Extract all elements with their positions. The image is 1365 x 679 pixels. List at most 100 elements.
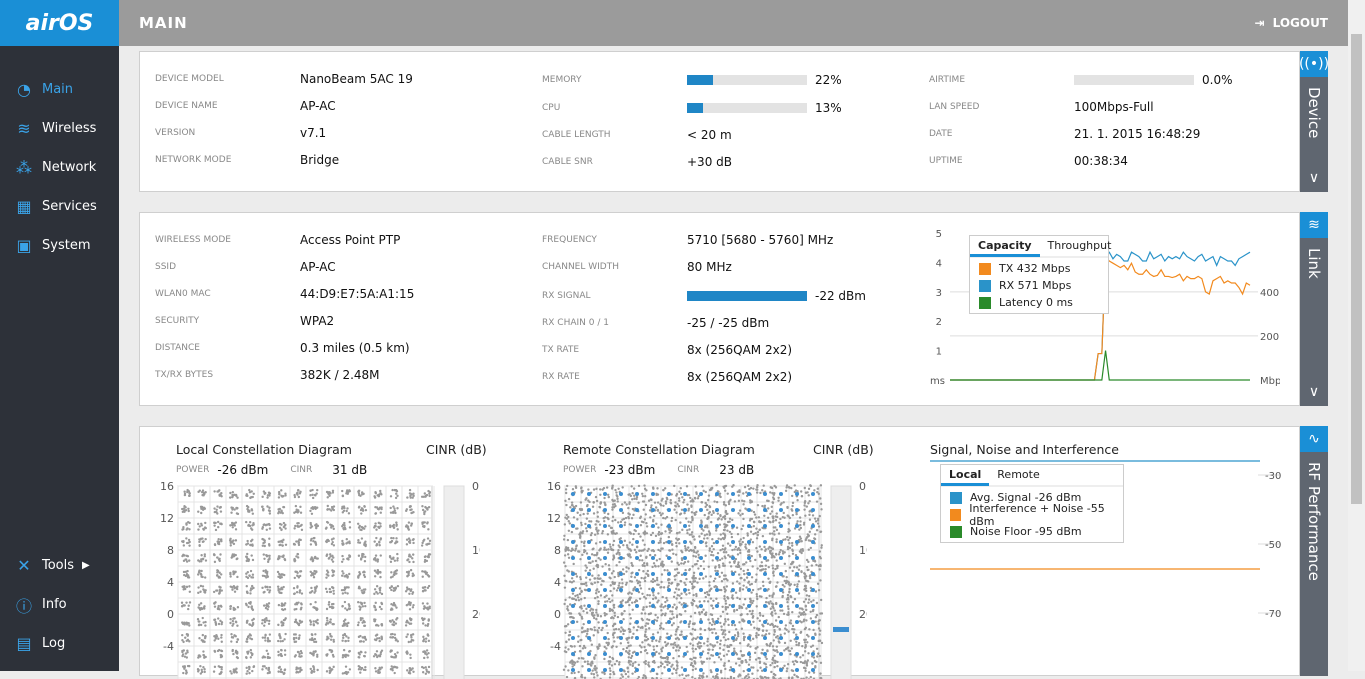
sidebar-item-main[interactable]: ◔Main bbox=[0, 70, 119, 109]
cinr-title: CINR (dB) bbox=[813, 442, 874, 457]
tab-throughput[interactable]: Throughput bbox=[1040, 235, 1120, 257]
header: MAIN ⇥LOGOUT bbox=[119, 0, 1348, 46]
wifi-icon: ≋ bbox=[14, 119, 34, 138]
left-axis-label: ms bbox=[930, 376, 945, 387]
y-tick: 4 bbox=[167, 576, 174, 589]
legend-swatch bbox=[950, 492, 962, 504]
link-field: RX CHAIN 0 / 1-25 / -25 dBm bbox=[542, 313, 769, 333]
sidebar-item-wireless[interactable]: ≋Wireless bbox=[0, 109, 119, 148]
tools-icon: ✕ bbox=[14, 556, 34, 575]
y-tick-left: 2 bbox=[936, 317, 942, 328]
rf-panel: -30-50-70 Signal, Noise and Interference… bbox=[139, 426, 1300, 676]
y-tick: 12 bbox=[160, 512, 174, 525]
cinr-tick: 20 bbox=[859, 608, 867, 621]
cinr-tick: 10 bbox=[859, 544, 867, 557]
memory-bar bbox=[687, 75, 807, 85]
rf-performance-tab[interactable]: ∿ RF Performance bbox=[1300, 426, 1328, 676]
airos-logo: airOS bbox=[0, 0, 119, 46]
tab-local[interactable]: Local bbox=[941, 464, 989, 486]
network-icon: ⁂ bbox=[14, 158, 34, 177]
chip-icon: ▣ bbox=[14, 236, 34, 255]
sni-tick: -70 bbox=[1265, 609, 1281, 620]
sidebar-item-system[interactable]: ▣System bbox=[0, 226, 119, 265]
sidebar-item-log[interactable]: ▤Log bbox=[0, 624, 119, 663]
y-tick-right: 200 bbox=[1260, 332, 1279, 343]
logout-button[interactable]: ⇥LOGOUT bbox=[1255, 16, 1328, 30]
caret-right-icon: ▶ bbox=[82, 560, 90, 571]
link-tab[interactable]: ≋ Link ∨ bbox=[1300, 212, 1328, 406]
cpu-bar bbox=[687, 103, 807, 113]
local-constellation-title: Local Constellation Diagram bbox=[176, 442, 352, 457]
tab-capacity[interactable]: Capacity bbox=[970, 235, 1040, 257]
sni-tick: -30 bbox=[1265, 471, 1281, 482]
scrollbar[interactable] bbox=[1348, 0, 1365, 671]
antenna-icon: ((•)) bbox=[1300, 51, 1328, 77]
sidebar-item-tools[interactable]: ✕Tools▶ bbox=[0, 546, 119, 585]
cinr-tick: 0 bbox=[859, 480, 866, 493]
tab-remote[interactable]: Remote bbox=[989, 464, 1047, 486]
right-axis-label: Mbps bbox=[1260, 376, 1280, 387]
cinr-bar bbox=[831, 486, 851, 679]
cinr-bar bbox=[444, 486, 464, 679]
device-field: CABLE SNR+30 dB bbox=[542, 152, 732, 172]
pulse-icon: ∿ bbox=[1300, 426, 1328, 452]
chevron-down-icon[interactable]: ∨ bbox=[1300, 384, 1328, 400]
airtime-bar bbox=[1074, 75, 1194, 85]
legend-swatch bbox=[950, 509, 961, 521]
y-tick: 12 bbox=[547, 512, 561, 525]
y-tick: 16 bbox=[547, 480, 561, 493]
cinr-title: CINR (dB) bbox=[426, 442, 487, 457]
logout-icon: ⇥ bbox=[1255, 16, 1265, 30]
legend-item: Interference + Noise -55 dBm bbox=[941, 506, 1123, 523]
legend-item: RX 571 Mbps bbox=[970, 277, 1108, 294]
remote-constellation-title: Remote Constellation Diagram bbox=[563, 442, 755, 457]
y-tick: 8 bbox=[554, 544, 561, 557]
cinr-marker bbox=[833, 627, 849, 632]
log-icon: ▤ bbox=[14, 634, 34, 653]
device-tab[interactable]: ((•)) Device ∨ bbox=[1300, 51, 1328, 192]
sni-tick: -50 bbox=[1265, 540, 1281, 551]
legend-swatch bbox=[979, 263, 991, 275]
sidebar: airOS ◔Main≋Wireless⁂Network▦Services▣Sy… bbox=[0, 0, 119, 671]
info-icon: ⓘ bbox=[14, 593, 34, 617]
services-icon: ▦ bbox=[14, 197, 34, 216]
sidebar-item-network[interactable]: ⁂Network bbox=[0, 148, 119, 187]
legend-item: TX 432 Mbps bbox=[970, 260, 1108, 277]
y-tick: -4 bbox=[163, 640, 174, 653]
y-tick: 0 bbox=[554, 608, 561, 621]
rx-signal-bar bbox=[687, 291, 807, 301]
page-title: MAIN bbox=[139, 14, 188, 32]
chevron-down-icon[interactable]: ∨ bbox=[1300, 170, 1328, 186]
legend-item: Latency 0 ms bbox=[970, 294, 1108, 311]
legend-swatch bbox=[979, 297, 991, 309]
legend-swatch bbox=[950, 526, 962, 538]
sidebar-item-services[interactable]: ▦Services bbox=[0, 187, 119, 226]
y-tick: 4 bbox=[554, 576, 561, 589]
y-tick: 16 bbox=[160, 480, 174, 493]
device-field: CABLE LENGTH< 20 m bbox=[542, 125, 732, 145]
latency-series-line bbox=[950, 351, 1250, 380]
